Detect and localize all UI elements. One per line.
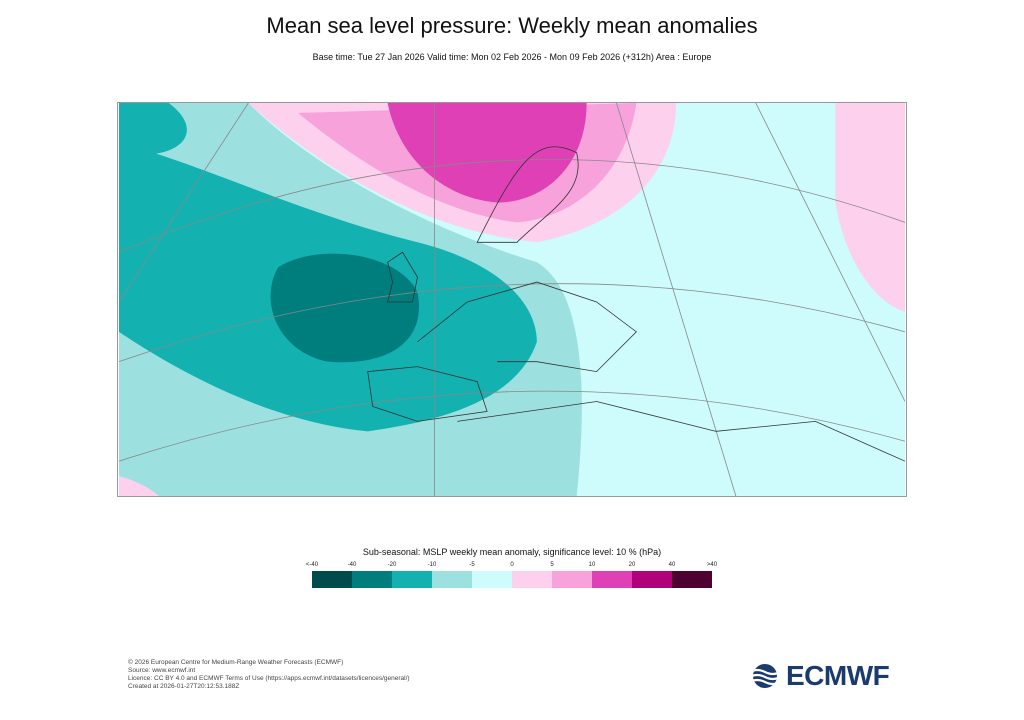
ecmwf-logo: ECMWF bbox=[748, 660, 890, 692]
legend-tick-label: 20 bbox=[628, 562, 636, 568]
legend-tick-label: 5 bbox=[550, 562, 554, 568]
footer-line: Created at 2026-01-27T20:12:53.188Z bbox=[128, 683, 240, 690]
logo-text: ECMWF bbox=[786, 660, 890, 691]
legend-tick-label: 0 bbox=[510, 562, 514, 568]
footer-line: Licence: CC BY 4.0 and ECMWF Terms of Us… bbox=[128, 675, 410, 682]
legend-title: Sub-seasonal: MSLP weekly mean anomaly, … bbox=[362, 547, 662, 557]
legend-tick-label: -20 bbox=[387, 562, 397, 568]
legend-swatch bbox=[432, 571, 472, 588]
anomaly-map bbox=[117, 102, 907, 497]
chart-subtitle: Base time: Tue 27 Jan 2026 Valid time: M… bbox=[312, 52, 712, 62]
ecmwf-logo-icon bbox=[749, 664, 781, 688]
legend-swatch bbox=[672, 571, 712, 588]
teal-dark-region bbox=[270, 253, 420, 363]
legend-tick-label: 40 bbox=[668, 562, 676, 568]
pink-strong-region bbox=[387, 103, 587, 203]
coastlines bbox=[367, 146, 906, 462]
legend-swatch bbox=[392, 571, 432, 588]
legend-swatch bbox=[592, 571, 632, 588]
footer-line: © 2026 European Centre for Medium-Range … bbox=[128, 659, 344, 666]
legend-swatch bbox=[312, 571, 352, 588]
legend-tick-label: -10 bbox=[427, 562, 437, 568]
legend-swatch bbox=[512, 571, 552, 588]
legend-swatch bbox=[352, 571, 392, 588]
legend-swatch bbox=[472, 571, 512, 588]
legend-ticks: <-40 -40 -20 -10 -5 0 5 10 20 40 >40 bbox=[306, 562, 717, 572]
pink-ne-region bbox=[835, 103, 905, 312]
graticule bbox=[118, 103, 906, 496]
legend-swatch bbox=[632, 571, 672, 588]
legend-tick-label: <-40 bbox=[305, 562, 319, 568]
footer-credits: © 2026 European Centre for Medium-Range … bbox=[128, 659, 410, 691]
legend-tick-label: >40 bbox=[706, 562, 718, 568]
legend-tick-label: -40 bbox=[347, 562, 357, 568]
footer-line: Source: www.ecmwf.int bbox=[128, 667, 196, 674]
color-bar bbox=[312, 571, 712, 588]
teal-mid-region-2 bbox=[119, 103, 187, 155]
legend-tick-label: -5 bbox=[469, 562, 475, 568]
legend-tick-label: 10 bbox=[588, 562, 596, 568]
chart-title: Mean sea level pressure: Weekly mean ano… bbox=[266, 13, 758, 38]
legend-swatch bbox=[552, 571, 592, 588]
pink-sw-region bbox=[119, 476, 159, 496]
